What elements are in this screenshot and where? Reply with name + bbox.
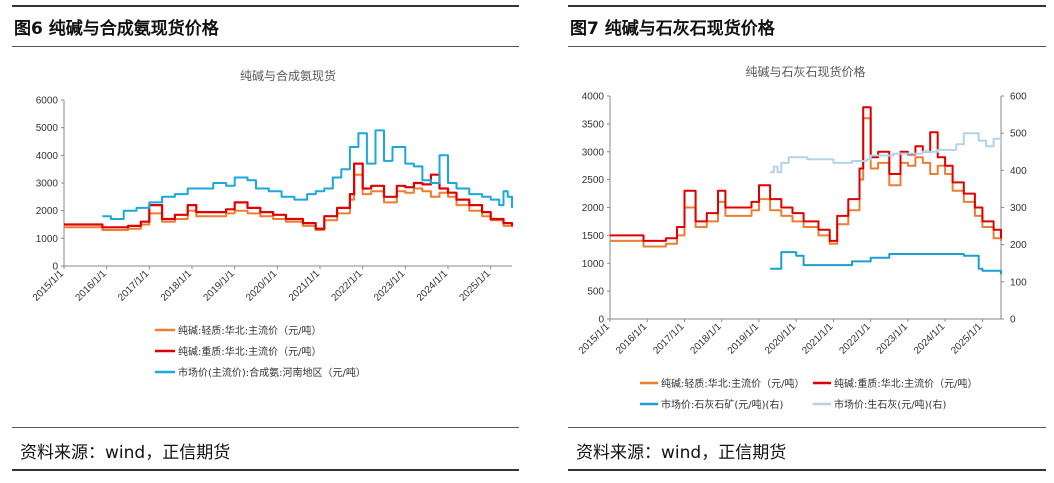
title-rule <box>568 46 1046 47</box>
y-right-tick-label: 100 <box>1010 277 1027 288</box>
x-tick-label: 2017/1/1 <box>116 268 152 304</box>
x-tick-label: 2018/1/1 <box>159 268 195 304</box>
source-rule <box>568 427 1046 428</box>
title-rule <box>12 46 519 47</box>
x-tick-label: 2025/1/1 <box>949 321 985 357</box>
y-left-tick-label: 1500 <box>582 231 605 242</box>
y-right-tick-label: 0 <box>1010 315 1016 326</box>
x-tick-label: 2019/1/1 <box>726 321 762 357</box>
x-tick-label: 2021/1/1 <box>287 268 323 304</box>
figure-7-label: 图7 纯碱与石灰石现货价格 <box>570 19 775 39</box>
x-tick-label: 2016/1/1 <box>614 321 650 357</box>
x-tick-label: 2018/1/1 <box>689 321 725 357</box>
y-right-tick-label: 200 <box>1010 240 1027 251</box>
series-line-4 <box>770 132 1002 174</box>
x-tick-label: 2023/1/1 <box>875 321 911 357</box>
y-left-tick-label: 4000 <box>582 92 605 103</box>
bottom-rule <box>12 469 519 471</box>
top-rule <box>568 5 1046 7</box>
y-tick-label: 5000 <box>36 123 59 134</box>
source-note: 资料来源：wind，正信期货 <box>576 443 787 463</box>
y-tick-label: 4000 <box>36 151 59 162</box>
y-left-tick-label: 3000 <box>582 147 605 158</box>
legend-label: 纯碱:重质:华北:主流价（元/吨） <box>834 377 977 390</box>
y-left-tick-label: 2500 <box>582 175 605 186</box>
x-tick-label: 2022/1/1 <box>837 321 873 357</box>
y-tick-label: 2000 <box>36 206 59 217</box>
source-note: 资料来源：wind，正信期货 <box>20 443 231 463</box>
x-tick-label: 2021/1/1 <box>800 321 836 357</box>
top-rule <box>12 5 519 7</box>
series-line-3 <box>102 129 513 220</box>
figure-6-label: 图6 纯碱与合成氨现货价格 <box>14 19 219 39</box>
y-right-tick-label: 300 <box>1010 203 1027 214</box>
x-tick-label: 2025/1/1 <box>457 268 493 304</box>
x-tick-label: 2022/1/1 <box>329 268 365 304</box>
y-right-tick-label: 600 <box>1010 92 1027 103</box>
soda-ammonia-chart: 纯碱与合成氨现货 0 1000 2000 3000 4000 5000 6000 2015/1/… <box>31 68 514 379</box>
y-tick-label: 1000 <box>36 234 59 245</box>
legend-label: 纯碱:重质:华北:主流价（元/吨） <box>178 345 321 358</box>
y-left-tick-label: 1000 <box>582 259 605 270</box>
y-left-tick-label: 3500 <box>582 119 605 130</box>
y-left-tick-label: 500 <box>587 287 604 298</box>
y-right-tick-label: 400 <box>1010 166 1027 177</box>
soda-limestone-chart: 纯碱与石灰石现货价格050010001500200025003000350040… <box>577 64 1027 411</box>
x-tick-label: 2020/1/1 <box>244 268 280 304</box>
x-tick-label: 2017/1/1 <box>651 321 687 357</box>
y-tick-label: 3000 <box>36 179 59 190</box>
x-tick-label: 2015/1/1 <box>31 268 67 304</box>
chart-title: 纯碱与合成氨现货 <box>240 68 336 83</box>
series-line-1 <box>610 117 1002 248</box>
legend-label: 市场价:生石灰(元/吨)(右) <box>834 398 946 411</box>
y-tick-label: 0 <box>52 262 58 273</box>
x-tick-label: 2015/1/1 <box>577 321 613 357</box>
x-tick-label: 2024/1/1 <box>415 268 451 304</box>
x-tick-label: 2020/1/1 <box>763 321 799 357</box>
series-line-2 <box>64 162 514 230</box>
figure-7-panel: 图7 纯碱与石灰石现货价格 纯碱与石灰石现货价格 0 500 1000 1500 2000… <box>556 0 1054 483</box>
y-left-tick-label: 0 <box>598 315 604 326</box>
y-tick-label: 6000 <box>36 96 59 107</box>
source-rule <box>12 427 519 428</box>
legend-label: 纯碱:轻质:华北:主流价（元/吨） <box>178 324 321 337</box>
legend-label: 纯碱:轻质:华北:主流价（元/吨） <box>661 377 804 390</box>
series-line-2 <box>610 106 1002 242</box>
x-tick-label: 2023/1/1 <box>372 268 408 304</box>
legend-label: 市场价:石灰石矿(元/吨)(右) <box>661 398 783 411</box>
x-tick-label: 2019/1/1 <box>201 268 237 304</box>
figure-6-panel: 图6 纯碱与合成氨现货价格 纯碱与合成氨现货 0 1000 2000 3000 4000 5… <box>12 5 519 471</box>
bottom-rule <box>568 469 1046 471</box>
y-left-tick-label: 2000 <box>582 203 605 214</box>
series-line-1 <box>64 173 513 231</box>
legend-label: 市场价(主流价):合成氨:河南地区（元/吨） <box>178 366 366 379</box>
y-right-tick-label: 500 <box>1010 129 1027 140</box>
chart-title: 纯碱与石灰石现货价格 <box>745 64 865 79</box>
x-tick-label: 2016/1/1 <box>73 268 109 304</box>
x-tick-label: 2024/1/1 <box>912 321 948 357</box>
series-line-3 <box>770 251 1002 275</box>
